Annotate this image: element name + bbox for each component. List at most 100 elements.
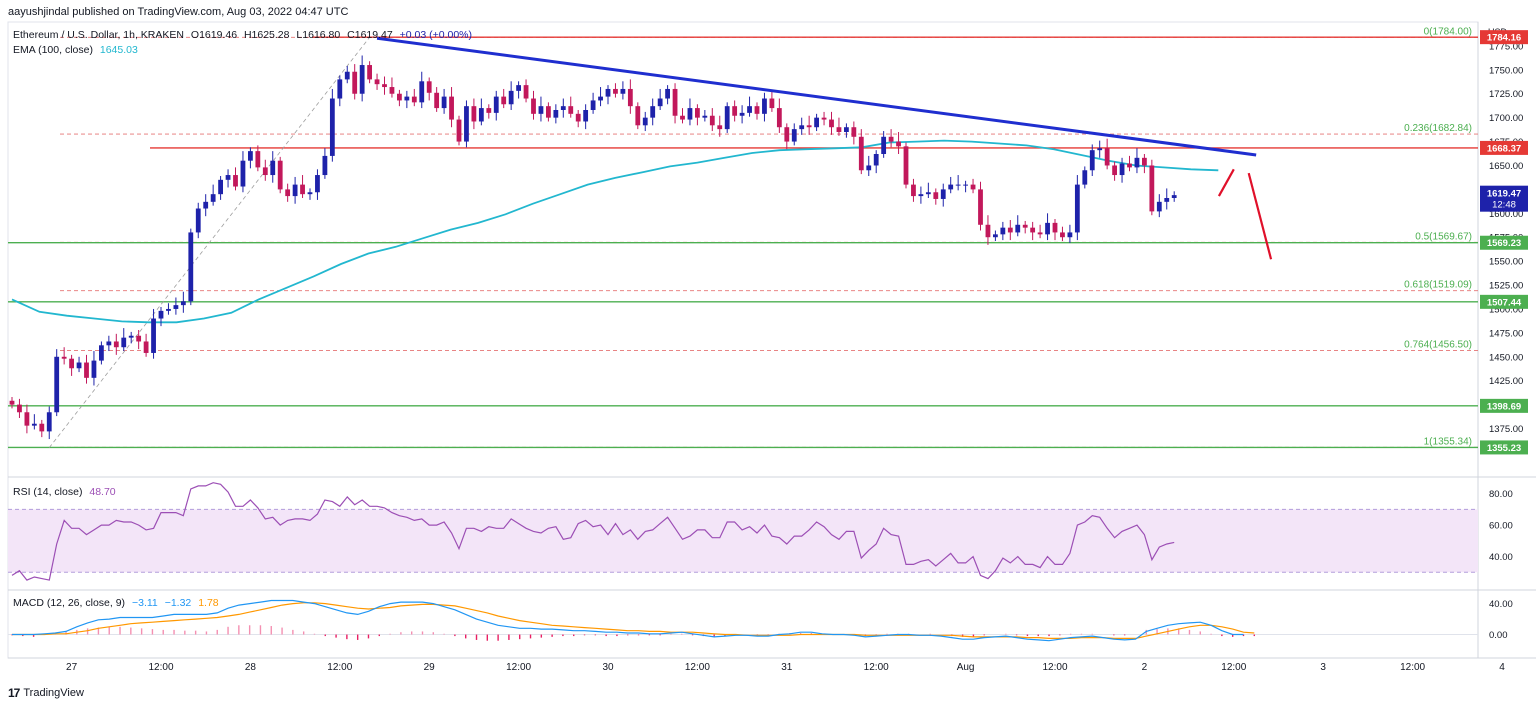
candle-body [1037,232,1043,235]
candle-body [1119,163,1125,176]
candle-body [784,127,790,142]
price-tick-label: 1475.00 [1489,328,1523,339]
candle-body [627,88,633,107]
candle-body [1030,227,1036,233]
price-tick-label: 1775.00 [1489,41,1523,52]
candle-body [1164,198,1170,202]
time-tick-label: 31 [781,662,793,673]
candle-body [1149,165,1155,212]
candle-body [1067,232,1073,238]
candle-body [501,96,507,105]
candle-body [806,125,812,128]
low-value: L1616.80 [296,29,341,41]
level-price-label: 1507.44 [1487,297,1522,308]
open-value: O1619.46 [190,29,238,41]
candle-body [1097,148,1103,151]
candle-body [575,113,581,122]
current-price-label: 1619.47 [1487,189,1521,200]
candle-body [285,189,291,197]
fib-anchor-line [48,37,370,448]
rsi-tick-label: 60.00 [1489,521,1513,532]
candle-body [218,179,223,195]
candle-body [858,136,864,171]
candle-body [978,189,983,225]
rsi-legend[interactable]: RSI (14, close) 48.70 [13,486,116,498]
candle-body [121,337,127,348]
time-tick-label: 3 [1320,662,1326,673]
candle-body [1052,222,1058,233]
macd-legend[interactable]: MACD (12, 26, close, 9) −3.11 −1.32 1.78 [13,597,219,609]
candle-body [531,98,536,114]
candle-body [426,81,432,93]
candle-body [151,318,156,353]
candle-body [702,115,708,118]
candle-body [724,106,730,130]
price-tick-label: 1550.00 [1489,257,1523,268]
candle-body [650,106,656,118]
rsi-line [11,482,1175,581]
candle-body [1007,227,1013,233]
candle-body [61,356,67,359]
candle-body [717,125,723,130]
bar-countdown-label: 12:48 [1492,200,1516,211]
candle-body [24,412,30,426]
time-tick-label: 12:00 [1221,662,1246,673]
candle-body [225,175,231,180]
candle-body [963,184,968,186]
candle-body [747,106,752,113]
candle-body [136,335,142,342]
macd-value: −3.11 [131,597,158,609]
candle-body [478,108,484,122]
candle-body [508,90,514,105]
candle-body [203,201,209,209]
fib-label: 1(1355.34) [1424,436,1472,447]
tradingview-logo[interactable]: 17 TradingView [8,686,84,700]
fib-label: 0(1784.00) [1424,26,1472,37]
time-tick-label: 4 [1499,662,1505,673]
candle-body [270,160,276,176]
candle-body [493,96,499,113]
candle-body [471,106,477,122]
candle-body [322,155,328,176]
candle-body [91,360,97,378]
candle-body [240,160,246,187]
candle-body [255,151,261,168]
tradingview-logo-icon: 17 [8,686,20,700]
candle-body [1134,157,1140,168]
candle-body [180,301,186,306]
candle-body [69,358,74,369]
time-tick-label: 12:00 [327,662,352,673]
candle-body [337,79,343,99]
candle-body [516,85,521,91]
candle-body [374,79,380,85]
ema-legend[interactable]: EMA (100, close) 1645.03 [13,44,138,56]
price-tick-label: 1725.00 [1489,89,1523,100]
candle-body [940,189,946,199]
macd-label: MACD (12, 26, close, 9) [13,597,126,609]
candle-body [776,108,782,128]
price-legend[interactable]: Ethereum / U.S. Dollar, 1h, KRAKEN O1619… [13,29,472,41]
time-tick-label: Aug [957,662,975,673]
level-price-label: 1355.23 [1487,443,1521,454]
candle-body [1022,224,1028,228]
candle-body [1142,157,1147,166]
macd-line [12,599,1244,642]
candle-body [441,96,447,109]
candle-body [248,151,253,161]
candle-body [84,362,89,378]
candle-body [665,88,670,99]
candle-body [844,127,849,132]
candle-body [1000,227,1006,235]
candle-body [695,108,700,118]
price-tick-label: 1525.00 [1489,281,1523,292]
level-price-tag [1480,294,1528,309]
candle-body [560,106,566,110]
candle-body [1082,170,1088,185]
candle-body [1089,150,1095,171]
candle-body [54,356,60,413]
price-tick-label: 1650.00 [1489,161,1523,172]
candle-body [1112,165,1117,176]
candle-body [99,345,104,361]
candle-body [709,115,715,126]
